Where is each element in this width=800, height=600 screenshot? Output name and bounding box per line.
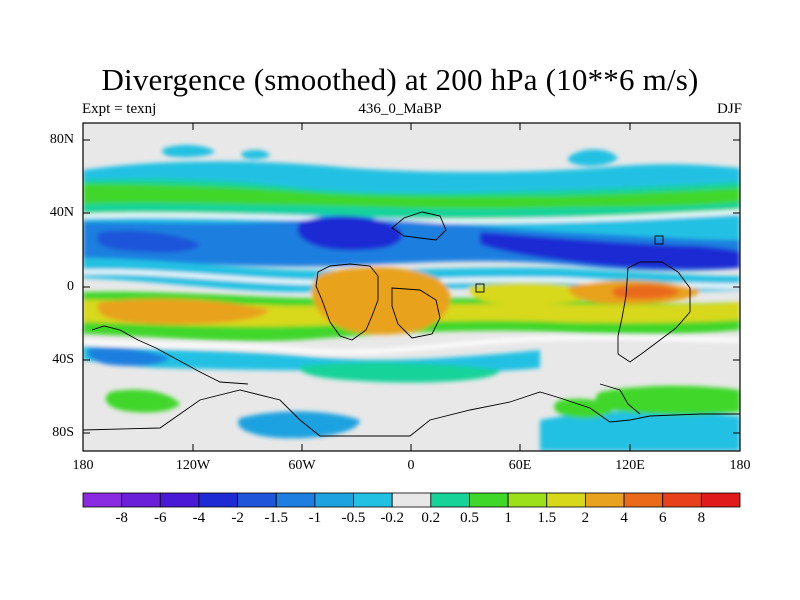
xlabel-180-left: 180 <box>72 458 94 473</box>
band-white-north <box>83 210 740 224</box>
experiment-label: Expt = texnj <box>82 101 157 117</box>
run-label: 436_0_MaBP <box>358 101 442 117</box>
colorbar-label-5: -1 <box>308 510 322 526</box>
colorbar-label-3: -2 <box>231 510 244 526</box>
axis-ticks <box>83 123 740 451</box>
colorbar-swatch-13 <box>585 492 625 508</box>
coast-south-america <box>391 287 441 339</box>
map-field <box>83 123 740 451</box>
colorbar-label-7: -0.2 <box>380 510 405 526</box>
coast-island-1 <box>475 283 485 293</box>
colorbar-label-15: 8 <box>697 510 706 526</box>
colorbar-label-12: 2 <box>581 510 590 526</box>
coast-antarctica <box>83 389 740 437</box>
blob-yellow-indian <box>469 282 600 305</box>
colorbar-label-14: 6 <box>658 510 667 526</box>
colorbar-swatch-4 <box>237 492 277 508</box>
ylabel-40n: 40N <box>49 205 74 220</box>
coast-australia <box>617 261 691 363</box>
colorbar-label-11: 1.5 <box>537 510 557 526</box>
colorbar-swatch-12 <box>546 492 586 508</box>
blob-light-blue-southern-east <box>540 411 740 451</box>
colorbar-swatch-8 <box>391 492 432 508</box>
ylabel-0: 0 <box>67 279 74 294</box>
blob-dark-blue-atlantic <box>297 215 402 251</box>
colorbar-label-8: 0.2 <box>421 510 441 526</box>
blob-arctic-2 <box>241 149 270 160</box>
blob-green-south-east <box>595 385 740 415</box>
colorbar-label-13: 4 <box>620 510 628 526</box>
ylabel-80s: 80S <box>52 425 74 440</box>
coast-pacific-islands <box>91 325 249 385</box>
coast-asia <box>391 211 447 241</box>
coastlines <box>83 211 740 437</box>
blob-blue-southern-ocean-west <box>238 411 360 439</box>
blob-red-maritime <box>612 284 680 300</box>
band-white-south <box>83 335 740 355</box>
colorbar-swatch-16 <box>700 492 741 508</box>
colorbar-label-2: -4 <box>192 510 206 526</box>
colorbar-swatch-10 <box>469 492 509 508</box>
blob-blue-south-pacific <box>87 347 170 366</box>
xlabel-180-right: 180 <box>729 458 751 473</box>
xlabel-60w: 60W <box>288 458 316 473</box>
colorbar-swatch-1 <box>121 492 161 508</box>
colorbar-label-9: 0.5 <box>460 510 479 526</box>
colorbar-swatch-11 <box>507 492 548 508</box>
map-title: Divergence (smoothed) at 200 hPa (10**6 … <box>101 62 699 97</box>
colorbar-label-0: -8 <box>115 510 128 526</box>
colorbar-label-1: -6 <box>154 510 167 526</box>
blob-dark-blue-pacific <box>480 232 740 270</box>
blob-arctic-1 <box>162 145 215 158</box>
xlabel-120w: 120W <box>175 458 211 473</box>
xlabel-120e: 120E <box>615 458 645 473</box>
ylabel-40s: 40S <box>52 352 74 367</box>
colorbar-swatch-15 <box>662 492 702 508</box>
blob-orange-south-america <box>97 298 270 325</box>
colorbar-swatch-5 <box>275 492 316 508</box>
xlabel-60e: 60E <box>508 458 532 473</box>
blob-arctic-3 <box>567 149 618 166</box>
xlabel-0: 0 <box>407 458 415 473</box>
blob-mid-blue-northwest <box>96 230 200 253</box>
colorbar-swatch-0 <box>82 492 123 508</box>
colorbar-label-10: 1 <box>504 510 512 526</box>
coast-island-2 <box>654 235 664 245</box>
blob-green-southern-ocean <box>105 389 180 413</box>
colorbar-swatch-14 <box>623 492 664 508</box>
blob-green-south-indian <box>299 362 500 383</box>
colorbar-swatch-2 <box>159 492 200 508</box>
ylabel-80n: 80N <box>49 132 74 147</box>
band-lime-north <box>83 184 740 209</box>
colorbar-label-4: -1.5 <box>264 510 289 526</box>
colorbar-swatch-6 <box>314 492 354 508</box>
colorbar-swatch-3 <box>198 492 238 508</box>
colorbar-label-6: -0.5 <box>341 510 366 526</box>
season-label: DJF <box>716 101 742 117</box>
colorbar <box>82 492 741 508</box>
blob-orange-africa <box>311 267 451 335</box>
colorbar-swatch-7 <box>353 492 393 508</box>
coast-indonesia <box>599 383 641 415</box>
coast-africa <box>315 263 379 341</box>
colorbar-swatch-9 <box>430 492 470 508</box>
